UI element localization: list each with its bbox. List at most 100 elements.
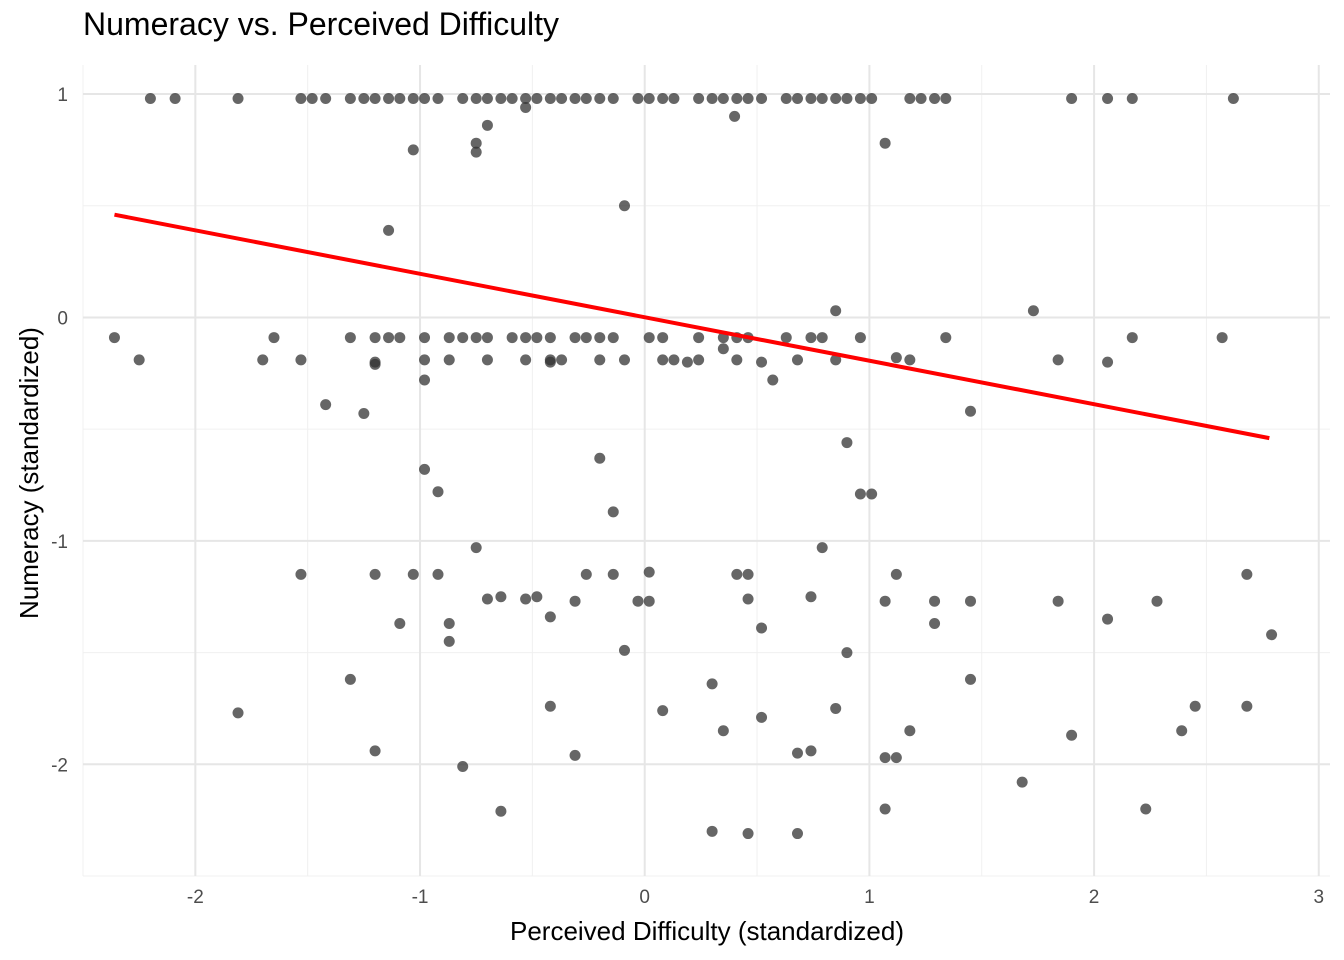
data-point (965, 673, 977, 685)
data-point (432, 568, 444, 580)
data-point (643, 566, 655, 578)
data-point (830, 702, 842, 714)
data-point (742, 593, 754, 605)
data-point (133, 354, 145, 366)
data-point (791, 747, 803, 759)
data-point (520, 93, 532, 105)
data-point (383, 332, 395, 344)
data-point (520, 593, 532, 605)
data-point (717, 93, 729, 105)
data-point (791, 828, 803, 840)
x-tick-label: 0 (639, 887, 650, 908)
data-point (544, 700, 556, 712)
data-point (470, 137, 482, 149)
data-point (232, 93, 244, 105)
data-point (879, 137, 891, 149)
y-tick-label: -2 (51, 755, 68, 776)
data-point (506, 332, 518, 344)
data-point (854, 488, 866, 500)
x-tick-label: -1 (412, 887, 429, 908)
data-point (144, 93, 156, 105)
data-point (295, 93, 307, 105)
data-point (940, 93, 952, 105)
data-point (805, 93, 817, 105)
data-point (940, 332, 952, 344)
data-point (706, 678, 718, 690)
data-point (443, 332, 455, 344)
y-tick-labels: -2 -1 0 1 (51, 85, 68, 776)
data-point (344, 332, 356, 344)
data-point (443, 618, 455, 630)
data-point (915, 93, 927, 105)
data-point (1266, 629, 1278, 641)
data-point (1216, 332, 1228, 344)
data-point (632, 595, 644, 607)
data-point (643, 93, 655, 105)
data-point (407, 144, 419, 156)
x-tick-label: 2 (1089, 887, 1100, 908)
data-point (1189, 700, 1201, 712)
data-point (419, 93, 431, 105)
data-point (756, 711, 768, 723)
data-point (929, 618, 941, 630)
data-point (594, 332, 606, 344)
data-point (369, 358, 381, 370)
data-point (481, 593, 493, 605)
data-point (618, 644, 630, 656)
data-point (594, 93, 606, 105)
data-point (531, 93, 543, 105)
x-tick-label: -2 (187, 887, 204, 908)
data-point (607, 93, 619, 105)
data-point (369, 568, 381, 580)
data-point (1227, 93, 1239, 105)
data-point (1102, 613, 1114, 625)
data-point (470, 146, 482, 158)
data-point (1066, 93, 1078, 105)
data-point (1102, 356, 1114, 368)
data-point (580, 568, 592, 580)
data-point (457, 93, 469, 105)
data-point (594, 354, 606, 366)
data-point (495, 93, 507, 105)
data-point (1052, 354, 1064, 366)
data-point (1241, 568, 1253, 580)
data-point (643, 595, 655, 607)
data-point (830, 93, 842, 105)
regression-line (114, 212, 1270, 441)
data-point (520, 101, 532, 113)
data-point (569, 93, 581, 105)
data-point (890, 752, 902, 764)
data-point (767, 374, 779, 386)
data-point (841, 437, 853, 449)
data-point (594, 452, 606, 464)
data-point (495, 805, 507, 817)
data-point (520, 332, 532, 344)
data-point (965, 595, 977, 607)
data-point (556, 93, 568, 105)
data-point (1126, 93, 1138, 105)
data-point (816, 93, 828, 105)
data-point (580, 332, 592, 344)
data-point (717, 343, 729, 355)
data-point (1016, 776, 1028, 788)
data-point (369, 745, 381, 757)
data-point (879, 803, 891, 815)
data-point (506, 93, 518, 105)
y-tick-label: 1 (57, 85, 68, 106)
data-point (268, 332, 280, 344)
data-point (369, 93, 381, 105)
data-point (1241, 700, 1253, 712)
data-point (632, 93, 644, 105)
data-point (1126, 332, 1138, 344)
data-point (841, 647, 853, 659)
data-point (706, 93, 718, 105)
data-point (419, 332, 431, 344)
data-point (816, 332, 828, 344)
major-gridlines (83, 65, 1330, 876)
data-point (544, 93, 556, 105)
data-point (383, 224, 395, 236)
data-point (407, 568, 419, 580)
data-point (481, 332, 493, 344)
data-point (657, 93, 669, 105)
